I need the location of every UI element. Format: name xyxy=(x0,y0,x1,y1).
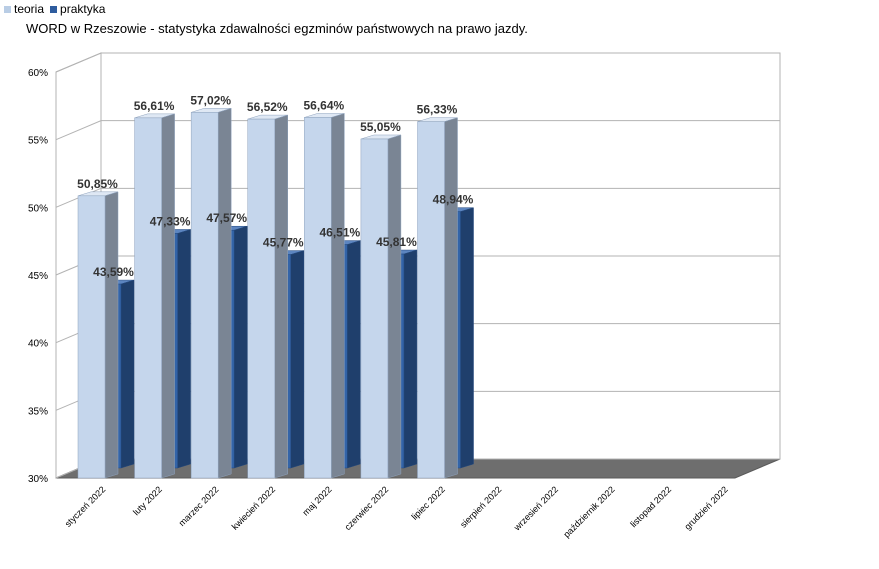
x-tick-label: marzec 2022 xyxy=(177,484,221,528)
x-tick-label: sierpień 2022 xyxy=(458,484,503,529)
y-tick-label: 60% xyxy=(28,68,48,79)
teoria-data-label: 56,64% xyxy=(303,98,344,112)
teoria-data-label: 56,52% xyxy=(247,100,288,114)
y-tick-label: 55% xyxy=(28,136,48,147)
praktyka-bar-side xyxy=(347,240,361,469)
praktyka-data-label: 48,94% xyxy=(433,193,474,207)
x-tick-label: luty 2022 xyxy=(131,484,164,517)
x-tick-label: czerwiec 2022 xyxy=(343,484,391,532)
praktyka-data-label: 47,57% xyxy=(206,211,247,225)
teoria-bar xyxy=(134,117,162,479)
x-tick-label: lipiec 2022 xyxy=(409,484,446,521)
praktyka-bar-side xyxy=(460,207,474,469)
gridline xyxy=(55,120,780,141)
legend-swatch-praktyka xyxy=(50,5,58,13)
teoria-bar xyxy=(360,138,389,479)
y-tick-label: 45% xyxy=(28,271,48,282)
teoria-data-label: 50,85% xyxy=(77,177,118,191)
teoria-data-label: 55,05% xyxy=(360,120,401,134)
legend: teoria praktyka xyxy=(4,2,111,16)
x-tick-label: styczeń 2022 xyxy=(63,484,108,529)
teoria-data-label: 56,33% xyxy=(417,103,458,117)
x-tick-label: kwiecień 2022 xyxy=(230,484,277,531)
y-tick-label: 30% xyxy=(28,474,48,485)
teoria-bar-side xyxy=(387,134,402,479)
legend-item-teoria: teoria xyxy=(4,2,44,16)
gridline xyxy=(55,187,780,208)
praktyka-bar-side xyxy=(290,250,304,469)
teoria-bar-side xyxy=(331,113,345,479)
teoria-bar xyxy=(190,112,219,479)
praktyka-data-label: 46,51% xyxy=(319,226,360,240)
gridline xyxy=(55,52,780,73)
praktyka-bar-side xyxy=(233,225,248,469)
teoria-bar-side xyxy=(161,113,175,479)
chart-title: WORD w Rzeszowie - statystyka zdawalnośc… xyxy=(26,21,528,36)
praktyka-bar-side xyxy=(177,229,191,469)
x-tick-label: maj 2022 xyxy=(300,484,333,517)
teoria-data-label: 56,61% xyxy=(134,99,175,113)
y-tick-label: 40% xyxy=(28,339,48,350)
praktyka-bar-side xyxy=(120,279,135,469)
legend-item-praktyka: praktyka xyxy=(50,2,105,16)
legend-swatch-teoria xyxy=(4,5,11,13)
teoria-bar-side xyxy=(444,117,458,479)
praktyka-data-label: 45,81% xyxy=(376,235,417,249)
y-tick-label: 35% xyxy=(28,406,48,417)
x-tick-label: grudzień 2022 xyxy=(682,484,729,531)
teoria-bar xyxy=(77,195,106,479)
legend-label-praktyka: praktyka xyxy=(60,2,106,16)
teoria-bar-side xyxy=(217,107,232,479)
x-tick-label: październik 2022 xyxy=(561,484,616,539)
teoria-bar-side xyxy=(104,191,119,479)
teoria-bar xyxy=(417,121,445,479)
teoria-data-label: 57,02% xyxy=(190,93,231,107)
praktyka-data-label: 43,59% xyxy=(93,265,134,279)
teoria-bar-side xyxy=(274,114,288,479)
teoria-bar xyxy=(304,117,332,479)
x-tick-label: listopad 2022 xyxy=(628,484,673,529)
legend-label-teoria: teoria xyxy=(14,2,45,16)
praktyka-bar-side xyxy=(403,249,418,469)
praktyka-data-label: 45,77% xyxy=(263,236,304,250)
teoria-bar xyxy=(247,118,275,479)
x-tick-label: wrzesień 2022 xyxy=(511,484,560,533)
praktyka-data-label: 47,33% xyxy=(150,214,191,228)
y-tick-label: 50% xyxy=(28,203,48,214)
